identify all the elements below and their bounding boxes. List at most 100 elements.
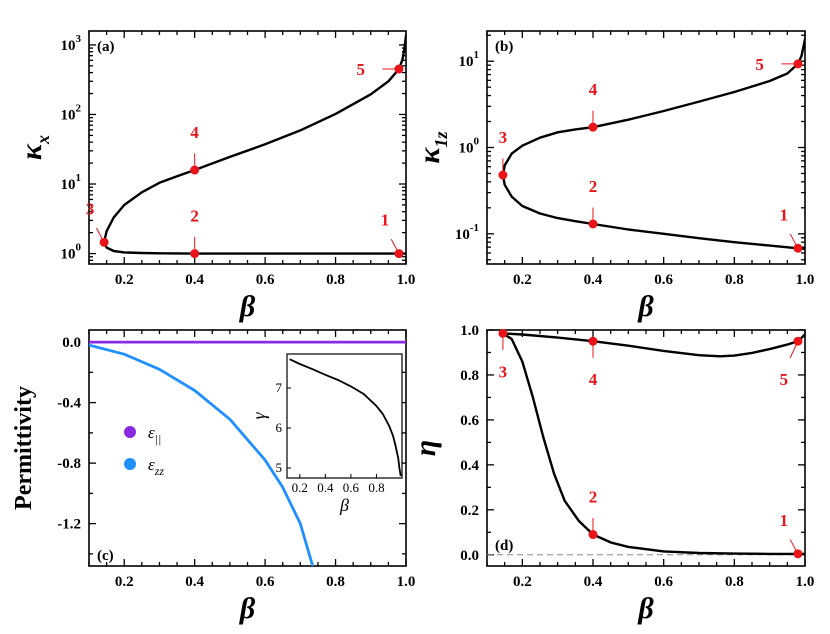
y-tick-label: 0.4 [460, 458, 479, 474]
marker-point [588, 219, 598, 229]
marker-point [99, 237, 109, 247]
legend-label: εzz [148, 455, 164, 478]
y-tick-label: 0.0 [460, 548, 479, 564]
x-tick-label: 0.4 [185, 272, 204, 288]
y-tick-label: -0.8 [57, 456, 81, 472]
marker-point [793, 549, 803, 559]
y-tick-label: 101 [61, 172, 82, 193]
inset-y-tick-label: 5 [276, 460, 283, 475]
marker-point [498, 170, 508, 180]
y-axis-label-main: κ [413, 146, 446, 163]
inset-plot: 0.2 0.4 0.6 0.8 5 6 7 β γ [249, 353, 403, 515]
x-tick-label: 0.8 [725, 272, 744, 288]
marker-label: 1 [381, 211, 390, 230]
marker-point [394, 64, 404, 74]
y-tick-label: 101 [459, 49, 480, 70]
marker-label: 1 [780, 511, 789, 530]
marker-label: 4 [589, 370, 598, 389]
y-tick-label: -0.4 [57, 396, 81, 412]
marker-point [793, 336, 803, 346]
marker-label: 3 [499, 362, 508, 381]
marker-label: 1 [780, 205, 789, 224]
x-tick-label: 0.6 [654, 272, 673, 288]
y-axis-label: κ1z [413, 132, 451, 164]
marker-point [793, 243, 803, 253]
plot-frame [486, 329, 806, 567]
x-tick-label: 0.2 [115, 574, 134, 590]
inset-frame [286, 353, 403, 479]
x-tick-label: 1.0 [397, 574, 416, 590]
marker-point [394, 249, 404, 259]
series-line [102, 241, 406, 255]
marker-label: 2 [190, 207, 199, 226]
y-tick-base: 10 [61, 177, 76, 193]
marker-label: 4 [589, 80, 598, 99]
marker-point [588, 530, 598, 540]
legend-label-main: ε [148, 423, 155, 442]
x-tick-label: 0.6 [256, 272, 275, 288]
marker-point [190, 249, 200, 259]
inset-series-line [289, 358, 402, 477]
inset-y-tick-label: 6 [276, 420, 283, 435]
marker-point [588, 336, 598, 346]
x-axis-label: β [239, 290, 256, 323]
legend-label: ε|| [148, 423, 161, 446]
inset-x-tick-label: 0.4 [317, 480, 334, 495]
y-tick-label: 102 [61, 102, 82, 123]
x-tick-label: 1.0 [796, 272, 815, 288]
inset-x-tick-label: 0.2 [292, 480, 308, 495]
panel-tag: (d) [495, 538, 513, 554]
legend-marker [124, 458, 136, 470]
marker-point [588, 122, 598, 132]
legend-label-sub: || [155, 432, 162, 446]
x-tick-label: 0.6 [654, 574, 673, 590]
legend-label-sub: zz [154, 464, 165, 478]
marker-point [498, 328, 508, 338]
marker-label: 4 [190, 123, 199, 142]
inset-x-label: β [339, 495, 349, 515]
y-tick-base: 10 [61, 247, 76, 263]
y-tick-label: 10-1 [455, 222, 479, 243]
series-line [501, 332, 805, 358]
y-axis-label: κx [15, 135, 53, 160]
x-axis-label: β [637, 290, 654, 323]
inset-y-label: γ [249, 412, 269, 420]
x-axis-label: β [637, 592, 654, 625]
y-tick-label: 0.0 [62, 335, 81, 351]
y-tick-base: 10 [459, 54, 474, 70]
marker-label: 2 [589, 488, 598, 507]
y-tick-exponent: 1 [76, 172, 82, 184]
x-tick-label: 0.8 [326, 272, 345, 288]
marker-label: 5 [755, 55, 764, 74]
marker-label: 3 [499, 128, 508, 147]
y-axis-label-sub: 1z [431, 132, 451, 148]
panel-tag: (a) [97, 39, 115, 55]
y-tick-exponent: 0 [76, 242, 82, 254]
series-line [501, 332, 805, 556]
panel-tag: (c) [97, 548, 114, 564]
y-tick-label: 100 [61, 242, 82, 263]
x-tick-label: 0.2 [513, 574, 532, 590]
x-tick-label: 0.2 [513, 272, 532, 288]
x-tick-label: 0.4 [584, 272, 603, 288]
series-line [501, 173, 805, 251]
y-tick-label: 1.0 [460, 323, 479, 339]
inset-x-tick-label: 0.8 [368, 480, 384, 495]
x-tick-label: 0.8 [326, 574, 345, 590]
y-tick-exponent: 3 [76, 33, 82, 45]
x-axis-label: β [239, 592, 256, 625]
y-tick-base: 10 [61, 38, 76, 54]
inset-x-tick-label: 0.6 [343, 480, 360, 495]
y-tick-base: 10 [459, 141, 474, 157]
x-tick-label: 0.6 [256, 574, 275, 590]
panel-d: 0.2 0.4 0.6 0.8 1.0 0.0 0.2 0.4 0.6 0.8 1.0 1 2 3 4 5 (d… [409, 323, 814, 625]
y-tick-label: 0.2 [460, 503, 479, 519]
y-tick-label: 100 [459, 136, 480, 157]
y-tick-label: -1.2 [57, 517, 81, 533]
x-tick-label: 0.2 [115, 272, 134, 288]
y-tick-label: 103 [61, 33, 82, 54]
x-tick-label: 0.8 [725, 574, 744, 590]
